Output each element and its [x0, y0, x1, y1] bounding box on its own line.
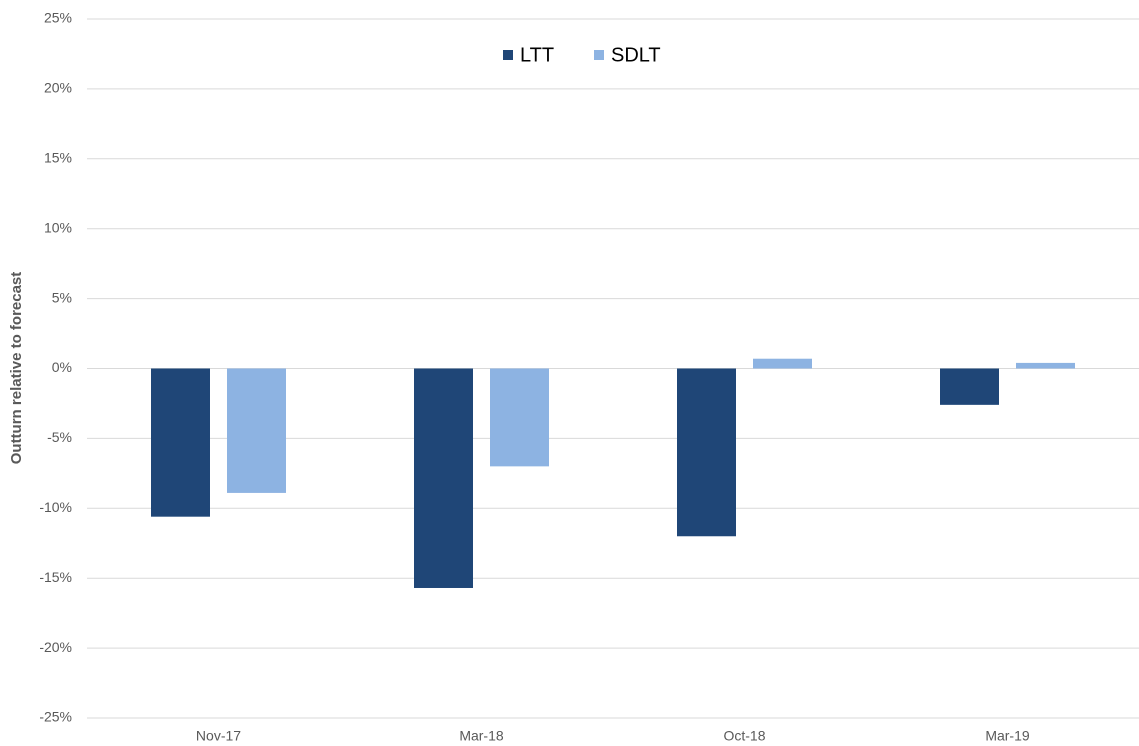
bar	[1016, 362, 1075, 369]
y-axis-title: Outturn relative to forecast	[8, 272, 25, 465]
y-tick-label: 10%	[44, 219, 72, 235]
y-tick-label: -20%	[39, 639, 72, 655]
bar	[151, 368, 210, 517]
legend-swatch	[503, 50, 513, 60]
x-tick-label: Oct-18	[723, 728, 765, 744]
bar	[490, 368, 549, 467]
y-tick-label: 15%	[44, 150, 72, 166]
x-tick-label: Mar-19	[985, 728, 1030, 744]
y-tick-label: 25%	[44, 10, 72, 26]
legend-label: LTT	[520, 44, 554, 66]
bar	[940, 368, 999, 405]
y-tick-label: -25%	[39, 709, 72, 725]
y-tick-label: -10%	[39, 499, 72, 515]
y-tick-label: 5%	[52, 289, 72, 305]
y-tick-label: 20%	[44, 80, 72, 96]
bar	[677, 368, 736, 537]
bar	[414, 368, 473, 588]
legend-label: SDLT	[611, 44, 661, 66]
legend-swatch	[594, 50, 604, 60]
y-tick-label: 0%	[52, 359, 72, 375]
x-tick-label: Mar-18	[459, 728, 504, 744]
bar	[227, 368, 286, 493]
bar	[753, 358, 812, 369]
x-tick-label: Nov-17	[196, 728, 241, 744]
y-tick-label: -15%	[39, 569, 72, 585]
y-tick-label: -5%	[47, 429, 72, 445]
